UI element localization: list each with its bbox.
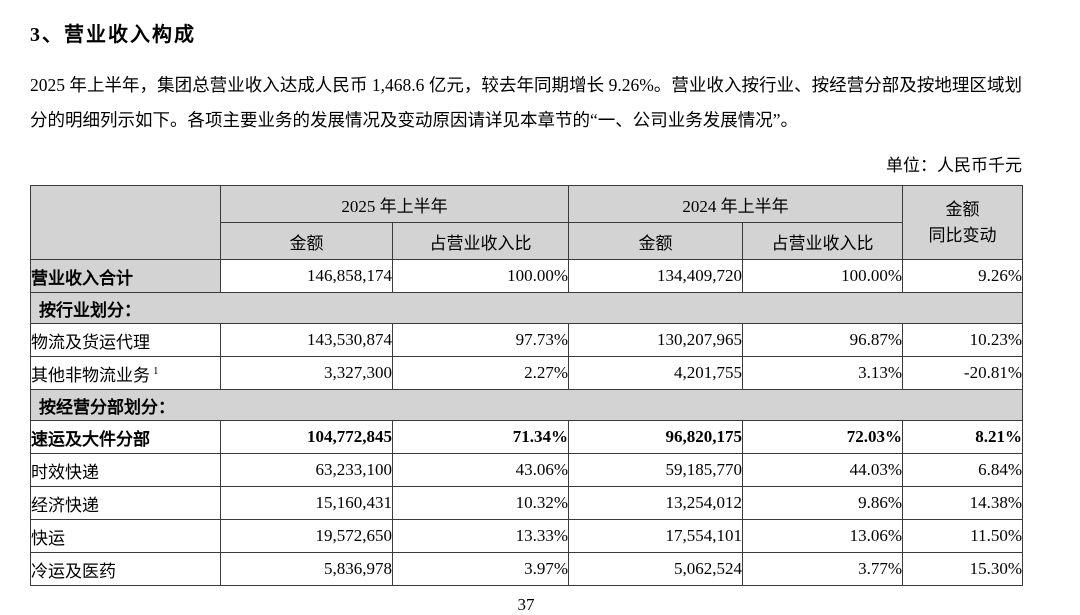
header-2024-h1: 2024 年上半年 [568,185,903,223]
yoy-cell: 8.21% [902,420,1023,454]
page-number: 37 [517,595,535,614]
amount-2025-cell: 5,836,978 [220,552,393,586]
amount-2025-cell: 3,327,300 [220,356,393,390]
row-label-cell: 营业收入合计 [30,259,221,293]
amount-2025-cell: 19,572,650 [220,519,393,553]
section-label-cell: 按经营分部划分： [30,389,1023,421]
header-empty-cell [30,185,221,260]
table-row: 其他非物流业务 1 3,327,300 2.27% 4,201,755 3.13%… [30,356,1023,390]
row-label-cell: 速运及大件分部 [30,420,221,454]
table-row-segment-total: 速运及大件分部 104,772,845 71.34% 96,820,175 72… [30,420,1023,454]
amount-2024-cell: 96,820,175 [568,420,743,454]
yoy-cell: 10.23% [902,323,1023,357]
header-amount-2025: 金额 [220,222,393,260]
row-label-cell: 快运 [30,519,221,553]
amount-2024-cell: 17,554,101 [568,519,743,553]
header-2025-h1: 2025 年上半年 [220,185,569,223]
header-yoy-change: 金额 同比变动 [902,185,1023,260]
pct-2024-cell: 3.13% [742,356,903,390]
amount-2024-cell: 134,409,720 [568,259,743,293]
pct-2025-cell: 3.97% [392,552,569,586]
yoy-cell: 9.26% [902,259,1023,293]
pct-2024-cell: 9.86% [742,486,903,520]
yoy-cell: 11.50% [902,519,1023,553]
amount-2025-cell: 104,772,845 [220,420,393,454]
amount-2024-cell: 5,062,524 [568,552,743,586]
pct-2025-cell: 43.06% [392,453,569,487]
header-yoy-line2: 同比变动 [928,225,997,245]
pct-2025-cell: 10.32% [392,486,569,520]
yoy-cell: -20.81% [902,356,1023,390]
table-row: 物流及货运代理 143,530,874 97.73% 130,207,965 9… [30,323,1023,357]
row-label-cell: 经济快递 [30,486,221,520]
amount-2025-cell: 143,530,874 [220,323,393,357]
revenue-composition-table: 2025 年上半年 2024 年上半年 金额 同比变动 金额 占营业收入比 金额… [30,185,1023,586]
table-row: 快运 19,572,650 13.33% 17,554,101 13.06% 1… [30,519,1023,553]
table-row-total: 营业收入合计 146,858,174 100.00% 134,409,720 1… [30,259,1023,293]
row-label-cell: 其他非物流业务 1 [30,356,221,390]
amount-2024-cell: 130,207,965 [568,323,743,357]
yoy-cell: 15.30% [902,552,1023,586]
amount-2025-cell: 15,160,431 [220,486,393,520]
yoy-cell: 6.84% [902,453,1023,487]
header-pct-2024: 占营业收入比 [742,222,903,260]
row-label-text: 其他非物流业务 [31,365,151,385]
table-row: 时效快递 63,233,100 43.06% 59,185,770 44.03%… [30,453,1023,487]
pct-2025-cell: 13.33% [392,519,569,553]
footnote-marker: 1 [153,364,159,377]
pct-2025-cell: 97.73% [392,323,569,357]
header-yoy-line1: 金额 [945,200,980,219]
yoy-cell: 14.38% [902,486,1023,520]
header-row-periods: 2025 年上半年 2024 年上半年 金额 同比变动 [30,185,1023,260]
pct-2024-cell: 100.00% [742,259,903,293]
pct-2024-cell: 44.03% [742,453,903,487]
pct-2025-cell: 2.27% [392,356,569,390]
section-row-by-industry: 按行业划分： [30,292,1023,324]
section-row-by-segment: 按经营分部划分： [30,389,1023,421]
unit-label: 单位：人民币千元 [886,156,1022,175]
intro-paragraph: 2025 年上半年，集团总营业收入达成人民币 1,468.6 亿元，较去年同期增… [30,75,1022,130]
section-label-cell: 按行业划分： [30,292,1023,324]
table-row: 冷运及医药 5,836,978 3.97% 5,062,524 3.77% 15… [30,552,1023,586]
amount-2025-cell: 63,233,100 [220,453,393,487]
pct-2024-cell: 3.77% [742,552,903,586]
amount-2024-cell: 13,254,012 [568,486,743,520]
amount-2024-cell: 59,185,770 [568,453,743,487]
row-label-cell: 冷运及医药 [30,552,221,586]
header-amount-2024: 金额 [568,222,743,260]
header-row-metrics: 金额 占营业收入比 金额 占营业收入比 [31,222,1023,260]
section-title: 3、营业收入构成 [30,24,196,46]
pct-2024-cell: 72.03% [742,420,903,454]
row-label-cell: 物流及货运代理 [30,323,221,357]
pct-2024-cell: 13.06% [742,519,903,553]
pct-2025-cell: 100.00% [392,259,569,293]
table-row: 经济快递 15,160,431 10.32% 13,254,012 9.86% … [30,486,1023,520]
pct-2025-cell: 71.34% [392,420,569,454]
amount-2024-cell: 4,201,755 [568,356,743,390]
row-label-cell: 时效快递 [30,453,221,487]
header-pct-2025: 占营业收入比 [392,222,569,260]
amount-2025-cell: 146,858,174 [220,259,393,293]
pct-2024-cell: 96.87% [742,323,903,357]
